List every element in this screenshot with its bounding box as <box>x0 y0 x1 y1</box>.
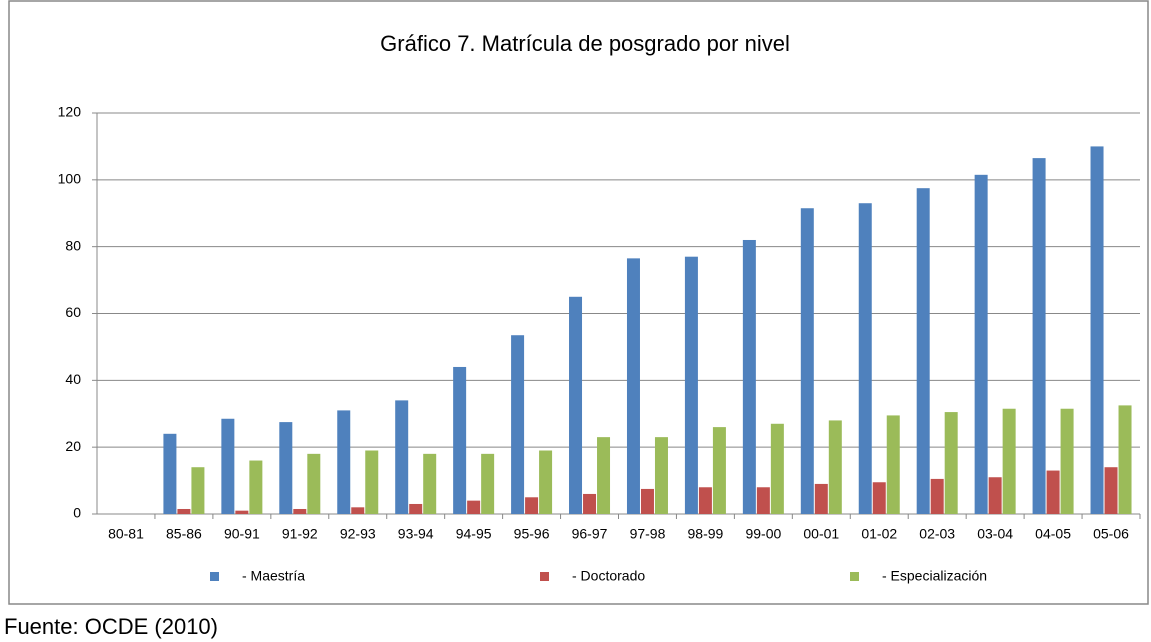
bar <box>279 422 293 514</box>
bar <box>337 410 351 514</box>
legend-label: - Maestría <box>242 568 305 584</box>
bar <box>872 482 886 514</box>
bar <box>481 453 495 514</box>
legend-swatch <box>210 572 219 581</box>
bar <box>163 433 177 514</box>
bar <box>1032 158 1046 515</box>
bar <box>654 437 668 514</box>
legend-swatch <box>540 572 549 581</box>
bar <box>756 487 770 514</box>
bar <box>511 335 525 514</box>
bar <box>770 423 784 514</box>
x-tick-label: 94-95 <box>456 526 492 542</box>
bar <box>453 366 467 514</box>
bar <box>177 508 191 514</box>
bar <box>626 258 640 514</box>
bar <box>409 503 423 514</box>
bar <box>640 488 654 514</box>
bar <box>235 510 249 514</box>
x-tick-label: 02-03 <box>919 526 955 542</box>
bar <box>221 418 235 514</box>
bar <box>351 507 365 514</box>
bar <box>569 296 583 514</box>
bar <box>191 467 205 514</box>
legend-swatch <box>850 572 859 581</box>
bar <box>712 427 726 514</box>
x-tick-label: 91-92 <box>282 526 318 542</box>
source-note: Fuente: OCDE (2010) <box>4 614 218 639</box>
bar <box>800 208 814 515</box>
y-tick-label: 0 <box>73 505 81 521</box>
x-tick-label: 00-01 <box>803 526 839 542</box>
x-tick-label: 04-05 <box>1035 526 1071 542</box>
x-tick-label: 80-81 <box>108 526 144 542</box>
bar <box>423 453 437 514</box>
bar <box>974 174 988 514</box>
x-tick-label: 03-04 <box>977 526 1013 542</box>
bar <box>684 256 698 514</box>
y-tick-label: 100 <box>58 171 82 187</box>
bar <box>858 203 872 514</box>
bar <box>395 400 409 514</box>
bar <box>828 420 842 514</box>
bar <box>597 437 611 514</box>
bar <box>307 453 321 514</box>
y-tick-label: 20 <box>65 438 81 454</box>
x-tick-label: 85-86 <box>166 526 202 542</box>
bar <box>1046 470 1060 514</box>
bar <box>916 188 930 514</box>
x-tick-label: 97-98 <box>630 526 666 542</box>
chart-title: Gráfico 7. Matrícula de posgrado por niv… <box>380 31 790 56</box>
bar <box>930 478 944 514</box>
x-tick-label: 98-99 <box>688 526 724 542</box>
bar <box>742 239 756 514</box>
bar <box>293 508 307 514</box>
bar <box>583 493 597 514</box>
x-tick-label: 99-00 <box>745 526 781 542</box>
x-tick-label: 05-06 <box>1093 526 1129 542</box>
x-tick-label: 95-96 <box>514 526 550 542</box>
x-tick-label: 93-94 <box>398 526 434 542</box>
y-tick-label: 80 <box>65 237 81 253</box>
x-tick-label: 96-97 <box>572 526 608 542</box>
bar <box>525 497 539 514</box>
bar <box>1060 408 1074 514</box>
y-tick-label: 40 <box>65 371 81 387</box>
bar <box>365 450 379 514</box>
bar <box>698 487 712 514</box>
legend-label: - Doctorado <box>572 568 645 584</box>
x-tick-label: 90-91 <box>224 526 260 542</box>
bar <box>944 412 958 514</box>
bar <box>988 477 1002 514</box>
y-tick-label: 120 <box>58 104 82 120</box>
bar <box>1104 467 1118 514</box>
bar <box>1002 408 1016 514</box>
y-tick-label: 60 <box>65 304 81 320</box>
bar <box>249 460 263 514</box>
bar <box>539 450 553 514</box>
bar <box>467 500 481 514</box>
legend-label: - Especialización <box>882 568 987 584</box>
x-tick-label: 92-93 <box>340 526 376 542</box>
bar <box>1090 146 1104 514</box>
bar <box>1118 405 1132 514</box>
x-tick-label: 01-02 <box>861 526 897 542</box>
bar <box>886 415 900 514</box>
bar <box>814 483 828 514</box>
